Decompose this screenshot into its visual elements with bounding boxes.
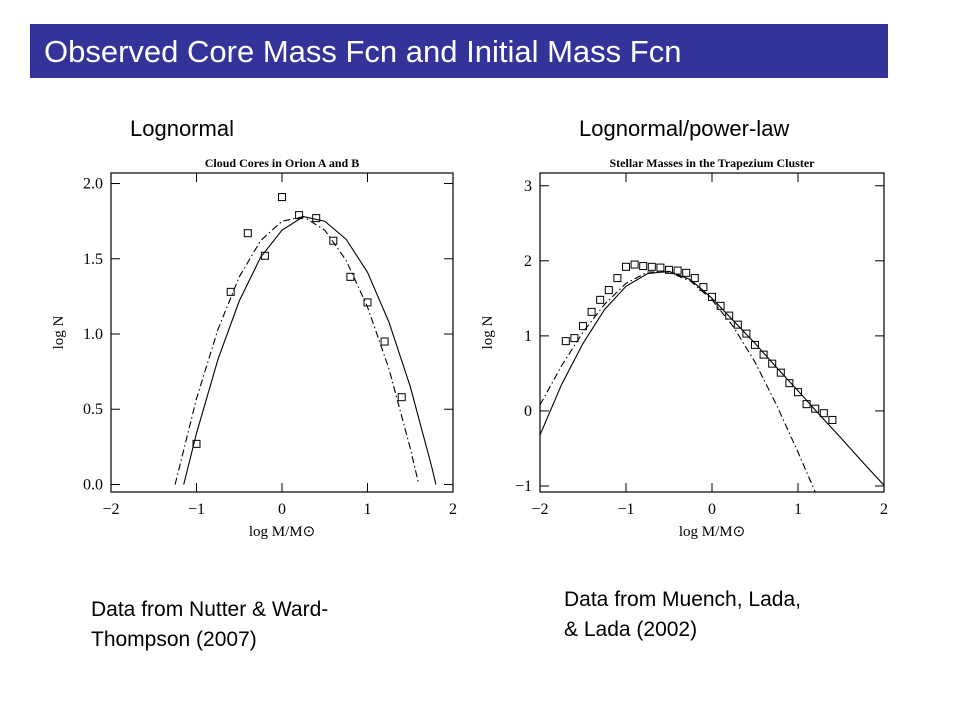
fit-curve [183,216,437,485]
data-point [776,368,785,377]
data-point [768,359,777,368]
data-point [363,298,372,307]
y-tick-label: 0.0 [83,476,103,493]
data-point [604,286,613,295]
fit-curve [540,271,816,492]
data-point [656,263,665,272]
fit-curve [174,216,420,485]
y-tick-label: 1.5 [83,251,103,268]
x-axis-label: log M/M⊙ [249,524,315,540]
y-tick-label: 2.0 [83,176,103,193]
x-tick-label: 1 [794,501,802,518]
data-point [647,262,656,271]
panel-heading: Lognormal/power-law [579,116,789,141]
y-tick-label: 1.0 [83,326,103,343]
data-point [397,393,406,402]
data-point [665,265,673,274]
data-point [802,400,811,409]
data-point [587,307,596,316]
data-point [828,415,837,424]
title-bar [30,24,888,78]
x-tick-label: 2 [449,501,457,518]
data-point [260,251,269,260]
data-point [690,274,699,283]
caption: Data from Muench, Lada, [564,588,801,611]
x-tick-label: 1 [364,501,372,518]
data-point [759,350,768,359]
data-point [243,229,252,238]
fit-curve [540,270,884,486]
y-tick-label: 3 [524,178,532,195]
x-tick-label: −1 [188,501,205,518]
data-point [751,340,759,349]
data-point [346,272,355,281]
x-axis-label: log M/M⊙ [679,524,745,540]
y-tick-label: 0 [524,403,532,420]
data-point [794,388,802,397]
data-point [708,292,716,301]
chart-title: Cloud Cores in Orion A and B [205,156,360,170]
x-tick-label: −1 [617,501,634,518]
caption: Thompson (2007) [91,628,257,651]
data-point [295,211,304,220]
data-point [630,260,639,269]
y-tick-label: −1 [515,478,532,495]
data-point [570,334,579,343]
data-point [673,266,682,275]
panel-heading: Lognormal [130,116,234,141]
data-point [811,404,820,413]
y-axis-label: log N [480,315,496,349]
data-point [725,311,734,320]
data-point [561,337,570,346]
chart-title: Stellar Masses in the Trapezium Cluster [610,156,816,170]
x-tick-label: −2 [531,501,548,518]
data-point [682,268,691,277]
plot-frame [539,172,885,493]
data-point [819,409,828,418]
data-point [639,262,648,271]
data-point [226,287,235,296]
data-point [733,320,742,329]
y-tick-label: 0.5 [83,401,103,418]
x-tick-label: 2 [880,501,888,518]
data-point [329,236,338,245]
caption: & Lada (2002) [564,618,697,641]
data-point [278,193,286,202]
y-tick-label: 2 [524,253,532,270]
data-point [613,274,622,283]
data-point [579,322,587,331]
y-tick-label: 1 [524,328,532,345]
data-point [192,439,201,448]
x-tick-label: 0 [278,501,286,518]
data-point [699,283,708,292]
y-axis-label: log N [51,315,67,349]
plot-frame [110,172,454,493]
data-point [596,295,605,304]
x-tick-label: 0 [708,501,716,518]
x-tick-label: −2 [102,501,119,518]
data-point [785,379,794,388]
data-point [622,262,630,271]
data-point [716,301,725,310]
caption: Data from Nutter & Ward- [91,598,328,621]
data-point [312,214,321,223]
slide-title: Observed Core Mass Fcn and Initial Mass … [44,34,681,69]
data-point [742,329,751,338]
data-point [380,337,389,346]
